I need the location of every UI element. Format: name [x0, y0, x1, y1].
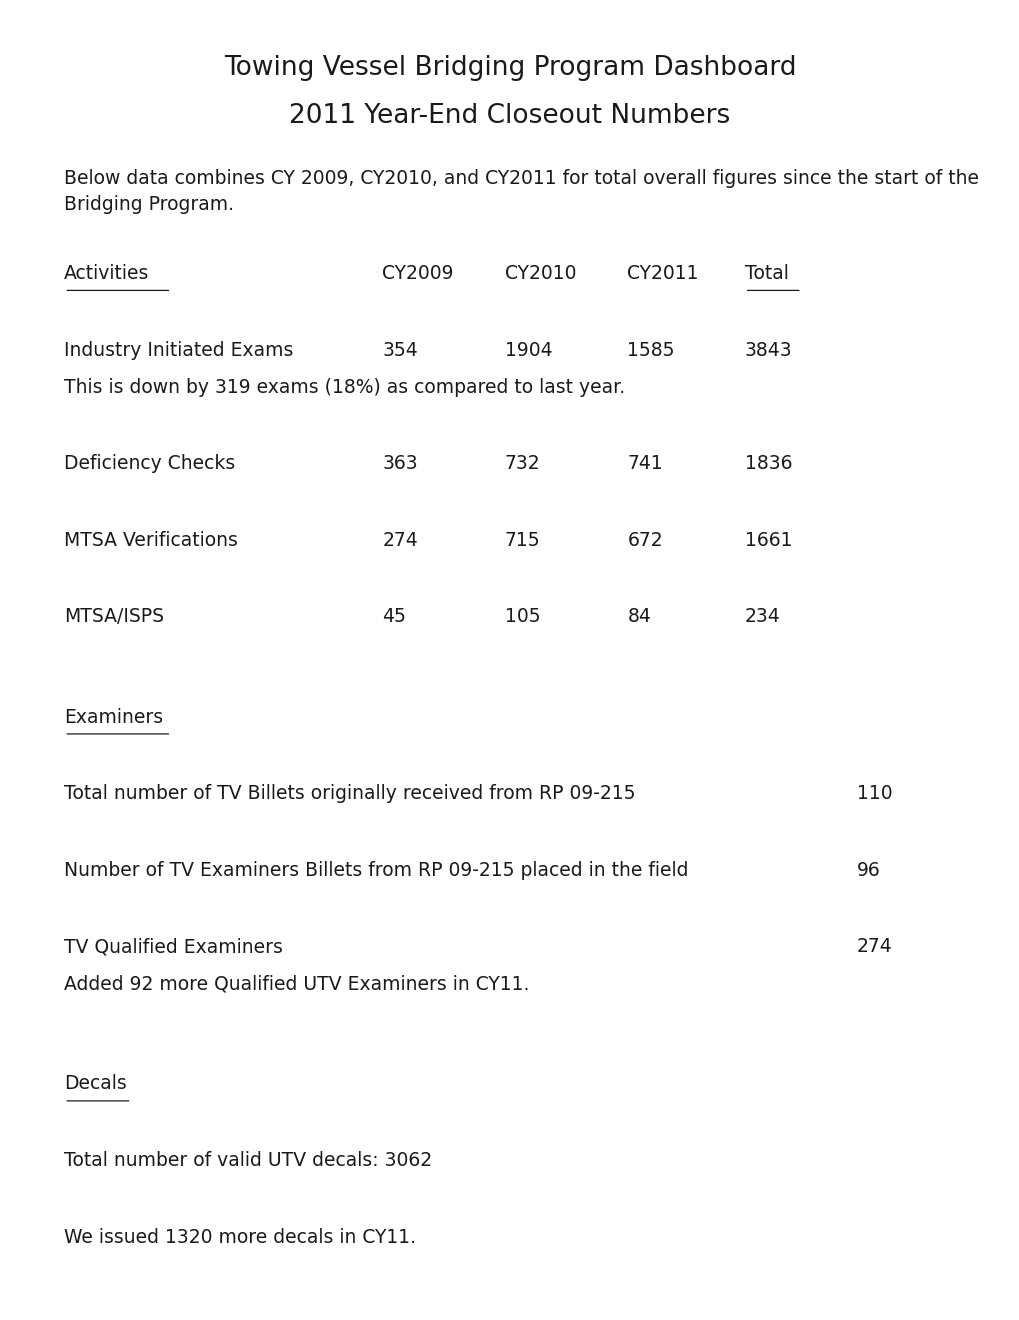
- Text: 732: 732: [504, 454, 540, 473]
- Text: 274: 274: [856, 937, 892, 956]
- Text: Total number of TV Billets originally received from RP 09-215: Total number of TV Billets originally re…: [64, 784, 635, 803]
- Text: 2011 Year-End Closeout Numbers: 2011 Year-End Closeout Numbers: [289, 103, 730, 129]
- Text: 741: 741: [627, 454, 662, 473]
- Text: 1585: 1585: [627, 341, 675, 359]
- Text: 1904: 1904: [504, 341, 552, 359]
- Text: Total: Total: [744, 264, 788, 282]
- Text: Deficiency Checks: Deficiency Checks: [64, 454, 235, 473]
- Text: CY2010: CY2010: [504, 264, 576, 282]
- Text: MTSA/ISPS: MTSA/ISPS: [64, 607, 164, 626]
- Text: 274: 274: [382, 531, 418, 549]
- Text: 715: 715: [504, 531, 540, 549]
- Text: Below data combines CY 2009, CY2010, and CY2011 for total overall figures since : Below data combines CY 2009, CY2010, and…: [64, 169, 978, 214]
- Text: Examiners: Examiners: [64, 708, 163, 726]
- Text: 354: 354: [382, 341, 418, 359]
- Text: Added 92 more Qualified UTV Examiners in CY11.: Added 92 more Qualified UTV Examiners in…: [64, 974, 529, 993]
- Text: 234: 234: [744, 607, 780, 626]
- Text: Decals: Decals: [64, 1074, 127, 1093]
- Text: 1836: 1836: [744, 454, 792, 473]
- Text: 105: 105: [504, 607, 540, 626]
- Text: MTSA Verifications: MTSA Verifications: [64, 531, 237, 549]
- Text: 45: 45: [382, 607, 406, 626]
- Text: 672: 672: [627, 531, 662, 549]
- Text: 3843: 3843: [744, 341, 792, 359]
- Text: This is down by 319 exams (18%) as compared to last year.: This is down by 319 exams (18%) as compa…: [64, 378, 625, 396]
- Text: CY2009: CY2009: [382, 264, 453, 282]
- Text: TV Qualified Examiners: TV Qualified Examiners: [64, 937, 283, 956]
- Text: Total number of valid UTV decals: 3062: Total number of valid UTV decals: 3062: [64, 1151, 432, 1170]
- Text: 84: 84: [627, 607, 650, 626]
- Text: 1661: 1661: [744, 531, 792, 549]
- Text: 110: 110: [856, 784, 892, 803]
- Text: Activities: Activities: [64, 264, 150, 282]
- Text: CY2011: CY2011: [627, 264, 698, 282]
- Text: We issued 1320 more decals in CY11.: We issued 1320 more decals in CY11.: [64, 1228, 416, 1246]
- Text: 363: 363: [382, 454, 418, 473]
- Text: Number of TV Examiners Billets from RP 09-215 placed in the field: Number of TV Examiners Billets from RP 0…: [64, 861, 688, 879]
- Text: Industry Initiated Exams: Industry Initiated Exams: [64, 341, 293, 359]
- Text: Towing Vessel Bridging Program Dashboard: Towing Vessel Bridging Program Dashboard: [223, 55, 796, 82]
- Text: 96: 96: [856, 861, 879, 879]
